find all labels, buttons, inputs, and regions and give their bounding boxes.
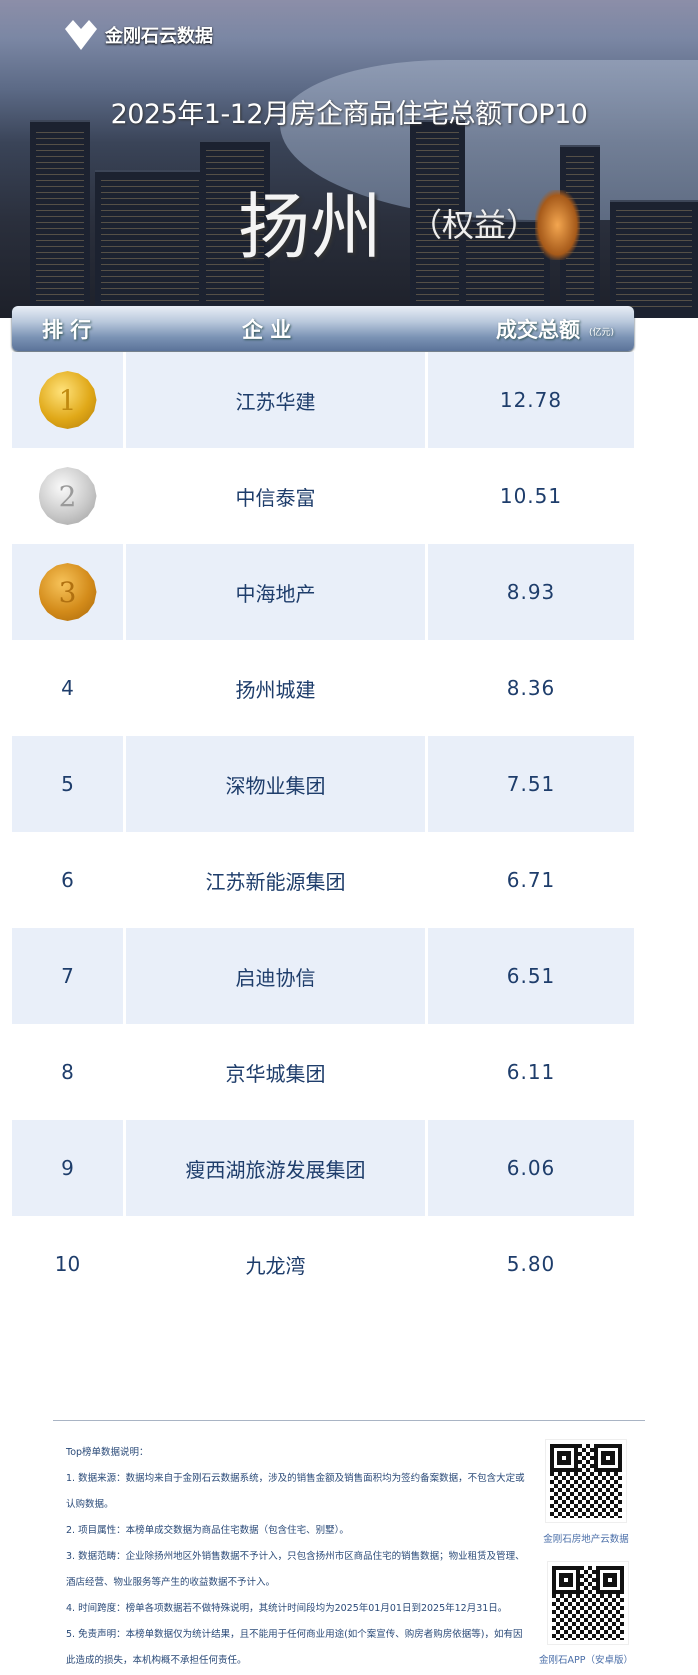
amount-cell: 10.51 bbox=[499, 484, 563, 508]
rank-number: 4 bbox=[61, 676, 74, 700]
brand-logo: 金刚石云数据 bbox=[65, 20, 213, 50]
company-cell: 启迪协信 bbox=[126, 928, 428, 1024]
qr-code-cloud-data bbox=[545, 1439, 627, 1523]
note-item: 5. 免责声明：本榜单数据仅为统计结果，且不能用于任何商业用途(如个案宣传、购房… bbox=[66, 1629, 523, 1666]
table-row: 2 中信泰富 10.51 bbox=[12, 448, 634, 544]
table-row: 9 瘦西湖旅游发展集团 6.06 bbox=[12, 1120, 634, 1216]
amount-cell: 8.93 bbox=[428, 544, 634, 640]
company-cell: 瘦西湖旅游发展集团 bbox=[126, 1120, 428, 1216]
note-item: 1. 数据来源：数据均来自于金刚石云数据系统，涉及的销售金额及销售面积均为签约备… bbox=[66, 1473, 525, 1510]
rank-cell: 1 bbox=[12, 352, 126, 448]
table-row: 5 深物业集团 7.51 bbox=[12, 736, 634, 832]
note-item: 4. 时间跨度：榜单各项数据若不做特殊说明，其统计时间段均为2025年01月01… bbox=[66, 1603, 508, 1614]
company-cell: 中海地产 bbox=[126, 544, 428, 640]
page-title: 2025年1-12月房企商品住宅总额TOP10 bbox=[110, 99, 588, 130]
rank-cell: 9 bbox=[12, 1120, 126, 1216]
company-cell: 江苏华建 bbox=[126, 352, 428, 448]
company-cell: 深物业集团 bbox=[126, 736, 428, 832]
rank-cell: 7 bbox=[12, 928, 126, 1024]
rank-number: 1 bbox=[58, 383, 77, 417]
rank-cell: 2 bbox=[12, 448, 126, 544]
rank-cell: 10 bbox=[12, 1216, 126, 1312]
rank-number: 2 bbox=[58, 479, 77, 513]
rank-cell: 5 bbox=[12, 736, 126, 832]
rank-number: 3 bbox=[58, 575, 77, 609]
amount-cell: 5.80 bbox=[506, 1252, 556, 1276]
brand-name: 金刚石云数据 bbox=[105, 26, 213, 47]
rank-number: 9 bbox=[61, 1156, 74, 1180]
divider bbox=[53, 1420, 645, 1421]
amount-cell: 12.78 bbox=[428, 352, 634, 448]
diamond-logo-icon bbox=[65, 20, 97, 50]
amount-cell: 6.06 bbox=[428, 1120, 634, 1216]
column-company: 企 业 bbox=[242, 317, 292, 342]
rank-cell: 6 bbox=[12, 832, 126, 928]
table-row: 8 京华城集团 6.11 bbox=[12, 1024, 634, 1120]
notes-heading: Top榜单数据说明： bbox=[66, 1447, 149, 1458]
amount-cell: 6.11 bbox=[506, 1060, 556, 1084]
amount-cell: 7.51 bbox=[428, 736, 634, 832]
table-header: 排 行 企 业 成交总额 (亿元) bbox=[12, 306, 634, 351]
table-row: 4 扬州城建 8.36 bbox=[12, 640, 634, 736]
city-name: 扬州 bbox=[238, 185, 383, 269]
rank-cell: 4 bbox=[12, 640, 126, 736]
note-item: 2. 项目属性：本榜单成交数据为商品住宅数据（包含住宅、别墅）。 bbox=[66, 1525, 349, 1536]
gold-medal-icon: 1 bbox=[38, 371, 97, 429]
column-amount-unit: (亿元) bbox=[589, 328, 615, 338]
rank-number: 7 bbox=[61, 964, 74, 988]
rank-number: 8 bbox=[61, 1060, 74, 1084]
qr-label: 金刚石APP（安卓版） bbox=[539, 1655, 633, 1666]
rank-number: 10 bbox=[54, 1252, 81, 1276]
amount-cell: 6.51 bbox=[428, 928, 634, 1024]
ranking-table: 1 江苏华建 12.78 2 中信泰富 10.51 3 中海地产 8.93 4 扬州城… bbox=[12, 352, 634, 1312]
notes-section: Top榜单数据说明： 1. 数据来源：数据均来自于金刚石云数据系统，涉及的销售金… bbox=[66, 1440, 526, 1674]
qr-label: 金刚石房地产云数据 bbox=[543, 1534, 629, 1545]
table-row: 10 九龙湾 5.80 bbox=[12, 1216, 634, 1312]
rank-number: 6 bbox=[61, 868, 74, 892]
note-item: 3. 数据范畴：企业除扬州地区外销售数据不予计入，只包含扬州市区商品住宅的销售数… bbox=[66, 1551, 525, 1588]
column-rank: 排 行 bbox=[42, 317, 92, 342]
company-cell: 中信泰富 bbox=[126, 448, 428, 544]
silver-medal-icon: 2 bbox=[38, 467, 97, 525]
rank-number: 5 bbox=[61, 772, 74, 796]
company-cell: 江苏新能源集团 bbox=[126, 832, 428, 928]
column-amount: 成交总额 bbox=[496, 317, 580, 342]
company-cell: 九龙湾 bbox=[126, 1216, 428, 1312]
amount-cell: 6.71 bbox=[506, 868, 556, 892]
rank-cell: 8 bbox=[12, 1024, 126, 1120]
table-row: 3 中海地产 8.93 bbox=[12, 544, 634, 640]
bronze-medal-icon: 3 bbox=[38, 563, 97, 621]
header-banner: 金刚石云数据 2025年1-12月房企商品住宅总额TOP10 扬州 （权益） bbox=[0, 0, 698, 318]
qr-code-app bbox=[547, 1561, 629, 1645]
table-row: 7 启迪协信 6.51 bbox=[12, 928, 634, 1024]
rank-cell: 3 bbox=[12, 544, 126, 640]
table-row: 6 江苏新能源集团 6.71 bbox=[12, 832, 634, 928]
company-cell: 扬州城建 bbox=[126, 640, 428, 736]
table-row: 1 江苏华建 12.78 bbox=[12, 352, 634, 448]
company-cell: 京华城集团 bbox=[126, 1024, 428, 1120]
city-subtitle: （权益） bbox=[410, 206, 539, 244]
amount-cell: 8.36 bbox=[506, 676, 556, 700]
